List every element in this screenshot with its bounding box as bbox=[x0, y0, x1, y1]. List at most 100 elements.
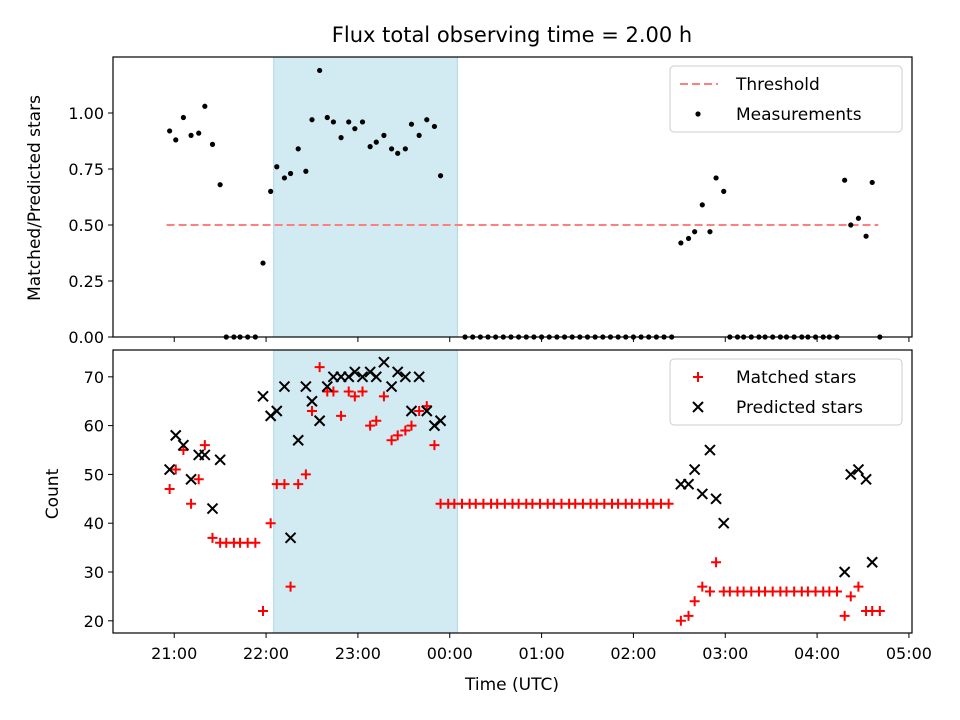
top-highlight-span bbox=[273, 56, 458, 338]
predicted-star-point bbox=[413, 371, 425, 383]
bottom-panel: 20 30 40 50 60 70 21:00 22:00 23:00 00:00 01:00 02:… bbox=[84, 349, 932, 663]
predicted-star-point bbox=[292, 434, 304, 446]
top-panel: 0.00 0.25 0.50 0.75 1.00 Threshold Measurement… bbox=[68, 56, 913, 347]
matched-star-point bbox=[406, 420, 417, 431]
measurement-point bbox=[424, 117, 430, 123]
matched-star-point bbox=[689, 596, 700, 607]
matched-star-point bbox=[831, 586, 842, 597]
measurement-point bbox=[699, 202, 705, 208]
measurement-point bbox=[408, 121, 415, 127]
matched-star-point bbox=[429, 440, 440, 451]
measurement-point bbox=[317, 67, 323, 74]
measurement-point bbox=[309, 117, 315, 123]
matched-star-point bbox=[336, 410, 347, 421]
measurement-point bbox=[268, 188, 274, 194]
matched-star-point bbox=[711, 557, 722, 568]
matched-star-point bbox=[663, 498, 674, 509]
measurement-point bbox=[346, 119, 352, 125]
predicted-star-point bbox=[845, 468, 857, 481]
predicted-star-point bbox=[185, 473, 197, 486]
measurement-point bbox=[338, 135, 344, 141]
predicted-star-point bbox=[271, 405, 283, 417]
measurement-point bbox=[416, 132, 422, 138]
measurement-point bbox=[367, 144, 373, 150]
predicted-star-point bbox=[321, 380, 333, 393]
bottom-y-tick-label: 40 bbox=[84, 514, 104, 533]
legend-label: Predicted stars bbox=[736, 398, 863, 418]
bottom-legend: Matched stars Predicted stars bbox=[669, 358, 903, 426]
top-y-tick-label: 0.00 bbox=[68, 328, 104, 347]
x-axis-label: Time (UTC) bbox=[464, 675, 559, 695]
matched-star-point bbox=[386, 435, 397, 446]
predicted-star-point bbox=[688, 463, 701, 476]
measurement-point bbox=[324, 114, 330, 121]
x-tick-label: 21:00 bbox=[151, 644, 197, 663]
x-tick-label: 01:00 bbox=[519, 644, 565, 663]
matched-star-point bbox=[265, 518, 276, 529]
bottom-y-tick-label: 30 bbox=[84, 563, 104, 582]
measurement-point bbox=[295, 146, 301, 152]
predicted-star-point bbox=[278, 380, 291, 393]
x-tick-label: 03:00 bbox=[702, 644, 748, 663]
x-tick-label: 22:00 bbox=[243, 644, 289, 663]
legend-label: Matched stars bbox=[736, 368, 856, 388]
matched-star-point bbox=[378, 391, 389, 402]
matched-star-point bbox=[300, 469, 311, 480]
matched-star-point bbox=[845, 591, 856, 602]
measurement-point bbox=[855, 215, 862, 221]
matched-star-point bbox=[328, 386, 339, 397]
matched-star-point bbox=[193, 474, 204, 485]
predicted-star-point bbox=[391, 366, 404, 378]
measurement-point bbox=[352, 126, 358, 132]
matched-star-point bbox=[285, 581, 296, 592]
predicted-star-point bbox=[405, 405, 418, 417]
legend-predicted-marker bbox=[692, 401, 704, 413]
bottom-y-tick-label: 70 bbox=[84, 368, 104, 387]
measurement-point bbox=[209, 141, 216, 147]
top-legend: Threshold Measurements bbox=[669, 65, 903, 133]
legend-matched-marker bbox=[693, 372, 703, 382]
bottom-y-tick-label: 60 bbox=[84, 417, 104, 436]
matched-star-point bbox=[365, 420, 376, 431]
predicted-star-point bbox=[399, 371, 412, 383]
predicted-star-point bbox=[385, 380, 398, 393]
predicted-star-point bbox=[163, 463, 176, 476]
x-tick-label: 23:00 bbox=[335, 644, 381, 663]
figure-title: Flux total observing time = 2.00 h bbox=[332, 23, 692, 47]
top-y-axis-label: Matched/Predicted stars bbox=[25, 95, 45, 301]
predicted-star-point bbox=[214, 454, 226, 466]
predicted-star-point bbox=[206, 502, 219, 515]
predicted-star-point bbox=[704, 444, 716, 456]
top-y-tick-label: 1.00 bbox=[68, 104, 104, 123]
measurement-point bbox=[431, 123, 438, 130]
matched-star-point bbox=[683, 610, 694, 621]
matched-star-point bbox=[371, 415, 382, 426]
predicted-star-point bbox=[284, 532, 297, 544]
bottom-legend-box bbox=[669, 358, 903, 426]
matched-star-point bbox=[839, 610, 850, 621]
predicted-star-point bbox=[349, 366, 361, 378]
x-tick-label: 04:00 bbox=[794, 644, 840, 663]
measurement-point bbox=[274, 164, 280, 170]
predicted-star-point bbox=[838, 566, 851, 578]
predicted-star-point bbox=[852, 463, 865, 476]
matched-star-point bbox=[675, 615, 686, 626]
predicted-star-point bbox=[356, 371, 369, 383]
matched-star-point bbox=[400, 425, 411, 436]
predicted-star-point bbox=[696, 488, 709, 500]
predicted-star-point bbox=[177, 439, 190, 451]
matched-star-point bbox=[207, 532, 218, 543]
bottom-y-tick-label: 20 bbox=[84, 612, 104, 631]
measurement-point bbox=[863, 233, 869, 239]
top-legend-box bbox=[669, 65, 903, 133]
predicted-star-point bbox=[682, 478, 695, 490]
matched-star-point bbox=[170, 464, 181, 475]
matched-star-point bbox=[697, 581, 708, 592]
predicted-star-point bbox=[860, 473, 872, 486]
measurement-point bbox=[381, 132, 387, 138]
predicted-star-point bbox=[257, 390, 269, 403]
predicted-star-point bbox=[170, 429, 182, 442]
measurement-point bbox=[692, 229, 698, 235]
measurement-point bbox=[180, 114, 187, 121]
measurement-point bbox=[359, 119, 366, 125]
